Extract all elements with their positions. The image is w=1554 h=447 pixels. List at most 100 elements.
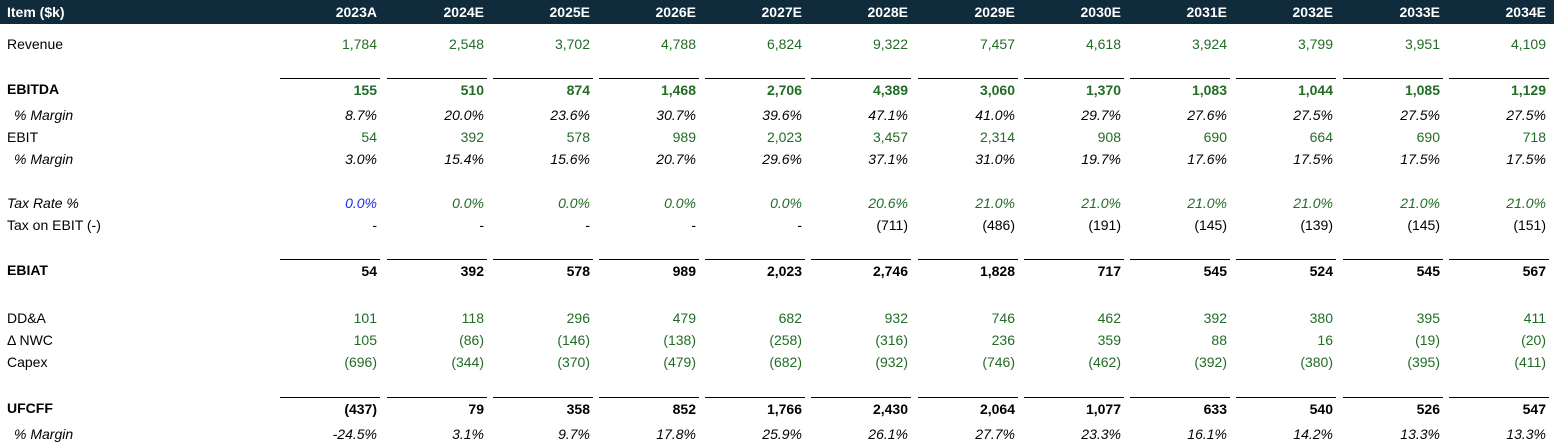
cell-nwc-2026E[interactable]: (138): [663, 332, 696, 348]
cell-tax-rate-2027E[interactable]: 0.0%: [770, 195, 802, 211]
header-year-2024E[interactable]: 2024E: [443, 4, 484, 20]
cell-ebit-2024E[interactable]: 392: [460, 129, 484, 145]
cell-ebiat-2027E[interactable]: 2,023: [705, 259, 805, 281]
cell-ufcff-2027E[interactable]: 1,766: [705, 397, 805, 419]
row-label-ebiat[interactable]: EBIAT: [7, 262, 48, 278]
cell-ebitda-margin-2029E[interactable]: 41.0%: [975, 107, 1015, 123]
header-year-2023A[interactable]: 2023A: [335, 4, 377, 20]
cell-ebitda-2023A[interactable]: 155: [280, 78, 380, 100]
cell-ebitda-2032E[interactable]: 1,044: [1236, 78, 1336, 100]
cell-capex-2032E[interactable]: (380): [1300, 354, 1333, 370]
cell-ebitda-2027E[interactable]: 2,706: [705, 78, 805, 100]
cell-ebit-2027E[interactable]: 2,023: [766, 129, 802, 145]
row-label-ufcff-margin[interactable]: % Margin: [14, 426, 74, 442]
cell-dda-2029E[interactable]: 746: [991, 310, 1015, 326]
header-year-2033E[interactable]: 2033E: [1399, 4, 1440, 20]
cell-ebitda-margin-2028E[interactable]: 47.1%: [868, 107, 908, 123]
cell-tax-on-ebit-2023A[interactable]: -: [372, 217, 377, 233]
row-label-ebitda[interactable]: EBITDA: [7, 81, 60, 97]
cell-capex-2034E[interactable]: (411): [1514, 354, 1546, 370]
cell-tax-on-ebit-2030E[interactable]: (191): [1088, 217, 1121, 233]
cell-ebit-2034E[interactable]: 718: [1522, 129, 1546, 145]
cell-tax-on-ebit-2024E[interactable]: -: [479, 217, 484, 233]
cell-tax-on-ebit-2027E[interactable]: -: [797, 217, 802, 233]
cell-tax-rate-2025E[interactable]: 0.0%: [558, 195, 590, 211]
cell-capex-2024E[interactable]: (344): [451, 354, 484, 370]
cell-ufcff-2031E[interactable]: 633: [1130, 397, 1230, 419]
cell-ufcff-2030E[interactable]: 1,077: [1024, 397, 1124, 419]
cell-dda-2025E[interactable]: 296: [566, 310, 590, 326]
cell-nwc-2033E[interactable]: (19): [1415, 332, 1440, 348]
cell-tax-rate-2024E[interactable]: 0.0%: [452, 195, 484, 211]
cell-tax-rate-2034E[interactable]: 21.0%: [1506, 195, 1546, 211]
cell-ebitda-margin-2024E[interactable]: 20.0%: [444, 107, 484, 123]
row-label-revenue[interactable]: Revenue: [7, 36, 64, 52]
cell-revenue-2032E[interactable]: 3,799: [1297, 36, 1333, 52]
cell-ufcff-margin-2032E[interactable]: 14.2%: [1293, 426, 1333, 442]
cell-revenue-2030E[interactable]: 4,618: [1085, 36, 1121, 52]
cell-tax-on-ebit-2034E[interactable]: (151): [1513, 217, 1546, 233]
header-year-2032E[interactable]: 2032E: [1292, 4, 1333, 20]
cell-tax-on-ebit-2028E[interactable]: (711): [876, 217, 908, 233]
cell-revenue-2031E[interactable]: 3,924: [1191, 36, 1227, 52]
cell-dda-2024E[interactable]: 118: [461, 310, 484, 326]
cell-ebiat-2023A[interactable]: 54: [280, 259, 380, 281]
header-year-2028E[interactable]: 2028E: [867, 4, 908, 20]
cell-revenue-2027E[interactable]: 6,824: [766, 36, 802, 52]
cell-dda-2031E[interactable]: 392: [1203, 310, 1227, 326]
cell-ebit-margin-2026E[interactable]: 20.7%: [656, 151, 696, 167]
cell-ufcff-2029E[interactable]: 2,064: [918, 397, 1018, 419]
cell-ufcff-2033E[interactable]: 526: [1343, 397, 1443, 419]
cell-tax-on-ebit-2025E[interactable]: -: [585, 217, 590, 233]
cell-tax-rate-2029E[interactable]: 21.0%: [975, 195, 1015, 211]
row-label-tax-rate[interactable]: Tax Rate %: [7, 195, 79, 211]
cell-ufcff-2032E[interactable]: 540: [1236, 397, 1336, 419]
cell-tax-on-ebit-2029E[interactable]: (486): [982, 217, 1015, 233]
cell-capex-2030E[interactable]: (462): [1088, 354, 1121, 370]
cell-capex-2027E[interactable]: (682): [769, 354, 802, 370]
cell-ebit-margin-2029E[interactable]: 31.0%: [975, 151, 1015, 167]
cell-ebit-2030E[interactable]: 908: [1097, 129, 1121, 145]
cell-ebitda-2024E[interactable]: 510: [387, 78, 487, 100]
cell-ebiat-2032E[interactable]: 524: [1236, 259, 1336, 281]
cell-ebit-margin-2028E[interactable]: 37.1%: [868, 151, 908, 167]
cell-capex-2026E[interactable]: (479): [663, 354, 696, 370]
cell-ebit-margin-2030E[interactable]: 19.7%: [1081, 151, 1121, 167]
header-label[interactable]: Item ($k): [7, 4, 65, 20]
cell-ebit-margin-2033E[interactable]: 17.5%: [1400, 151, 1440, 167]
cell-revenue-2028E[interactable]: 9,322: [872, 36, 908, 52]
cell-ebit-margin-2034E[interactable]: 17.5%: [1506, 151, 1546, 167]
cell-ebit-margin-2024E[interactable]: 15.4%: [444, 151, 484, 167]
cell-dda-2027E[interactable]: 682: [778, 310, 802, 326]
cell-ebiat-2029E[interactable]: 1,828: [918, 259, 1018, 281]
cell-ufcff-margin-2025E[interactable]: 9.7%: [558, 426, 590, 442]
cell-capex-2025E[interactable]: (370): [557, 354, 590, 370]
cell-tax-on-ebit-2033E[interactable]: (145): [1407, 217, 1440, 233]
cell-capex-2033E[interactable]: (395): [1407, 354, 1440, 370]
cell-tax-rate-2026E[interactable]: 0.0%: [664, 195, 696, 211]
cell-dda-2028E[interactable]: 932: [884, 310, 908, 326]
cell-ebit-margin-2023A[interactable]: 3.0%: [345, 151, 377, 167]
cell-nwc-2023A[interactable]: 105: [353, 332, 377, 348]
cell-ebit-2032E[interactable]: 664: [1309, 129, 1333, 145]
cell-ufcff-2034E[interactable]: 547: [1449, 397, 1549, 419]
header-year-2029E[interactable]: 2029E: [974, 4, 1015, 20]
cell-ebit-2025E[interactable]: 578: [566, 129, 590, 145]
cell-ebitda-2030E[interactable]: 1,370: [1024, 78, 1124, 100]
cell-ebitda-margin-2031E[interactable]: 27.6%: [1187, 107, 1227, 123]
cell-tax-rate-2032E[interactable]: 21.0%: [1293, 195, 1333, 211]
cell-tax-on-ebit-2026E[interactable]: -: [691, 217, 696, 233]
cell-ufcff-margin-2028E[interactable]: 26.1%: [868, 426, 908, 442]
cell-tax-rate-2030E[interactable]: 21.0%: [1081, 195, 1121, 211]
cell-dda-2033E[interactable]: 395: [1416, 310, 1440, 326]
cell-capex-2029E[interactable]: (746): [982, 354, 1015, 370]
cell-nwc-2031E[interactable]: 88: [1211, 332, 1227, 348]
cell-revenue-2024E[interactable]: 2,548: [448, 36, 484, 52]
cell-ebitda-2029E[interactable]: 3,060: [918, 78, 1018, 100]
cell-dda-2034E[interactable]: 411: [1523, 310, 1546, 326]
header-year-2030E[interactable]: 2030E: [1080, 4, 1121, 20]
cell-revenue-2025E[interactable]: 3,702: [554, 36, 590, 52]
cell-ufcff-2025E[interactable]: 358: [493, 397, 593, 419]
cell-revenue-2029E[interactable]: 7,457: [979, 36, 1015, 52]
cell-ufcff-margin-2027E[interactable]: 25.9%: [762, 426, 802, 442]
